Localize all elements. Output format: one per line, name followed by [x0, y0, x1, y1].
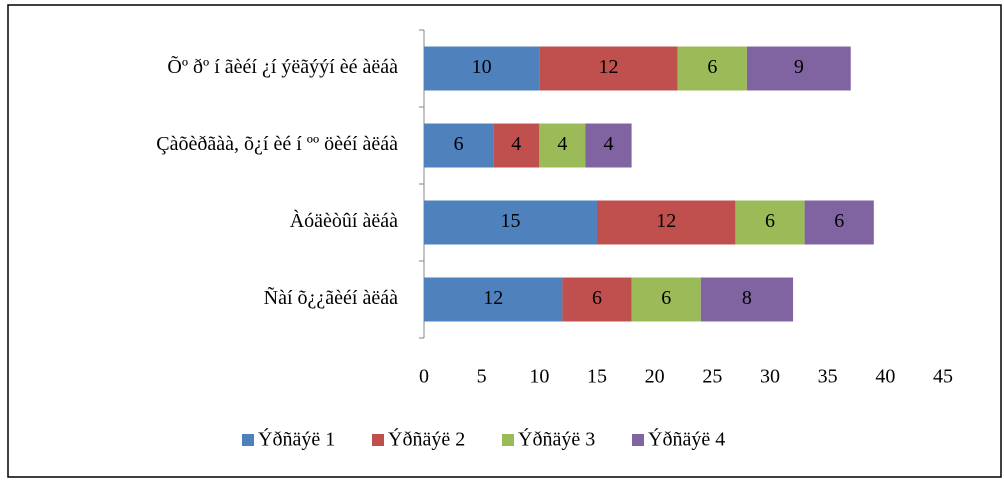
legend-swatch: [632, 434, 644, 446]
bar-segment: [631, 277, 701, 322]
bar-segment: [735, 200, 805, 245]
legend-swatch: [242, 434, 254, 446]
x-tick-label: 35: [818, 366, 838, 388]
data-label: 4: [557, 133, 567, 155]
bar-segment: [493, 123, 540, 168]
x-tick-label: 0: [419, 366, 429, 388]
legend-label: Ýðñäýë 2: [388, 428, 465, 451]
x-tick-label: 5: [477, 366, 487, 388]
bar-segment: [424, 46, 540, 91]
data-label: 9: [794, 56, 804, 78]
bar-segment: [562, 277, 632, 322]
bar-segment: [677, 46, 747, 91]
y-tick-label: Ñàí õ¿¿ãèéí àëáà: [264, 285, 398, 309]
x-tick-label: 30: [760, 366, 780, 388]
bar-segment: [539, 46, 678, 91]
x-tick-label: 10: [529, 366, 549, 388]
y-tick-label: Çàõèðãàà, õ¿í èé í ºº öèéí àëáà: [156, 133, 398, 155]
legend-label: Ýðñäýë 1: [258, 428, 335, 451]
legend-swatch: [502, 434, 514, 446]
data-label: 12: [656, 210, 676, 232]
x-tick-label: 25: [702, 366, 722, 388]
bar-segment: [539, 123, 586, 168]
legend-label: Ýðñäýë 4: [648, 428, 725, 451]
data-label: 4: [511, 133, 521, 155]
y-tick-label: Õº ðº í ãèéí ¿í ýëãýýí èé àëáà: [167, 54, 398, 78]
legend-swatch: [372, 434, 384, 446]
bar-segment: [585, 123, 632, 168]
bar-segment: [804, 200, 874, 245]
y-tick-label: Àóäèòûí àëáà: [290, 209, 398, 232]
data-label: 6: [661, 287, 671, 309]
data-label: 12: [599, 56, 619, 78]
bar-segment: [700, 277, 794, 322]
data-label: 4: [604, 133, 614, 155]
bar-segment: [424, 200, 597, 245]
bar-segment: [424, 277, 563, 322]
bar-segment: [597, 200, 736, 245]
data-label: 8: [742, 287, 752, 309]
legend-label: Ýðñäýë 3: [518, 428, 595, 451]
data-label: 6: [765, 210, 775, 232]
data-label: 10: [472, 56, 492, 78]
bar-segment: [746, 46, 851, 91]
data-label: 6: [834, 210, 844, 232]
data-label: 6: [454, 133, 464, 155]
x-tick-label: 40: [875, 366, 895, 388]
x-tick-label: 45: [933, 366, 953, 388]
data-label: 6: [592, 287, 602, 309]
x-tick-label: 20: [645, 366, 665, 388]
data-label: 12: [483, 287, 503, 309]
data-label: 6: [707, 56, 717, 78]
data-label: 15: [501, 210, 521, 232]
bar-segment: [424, 123, 494, 168]
x-tick-label: 15: [587, 366, 607, 388]
